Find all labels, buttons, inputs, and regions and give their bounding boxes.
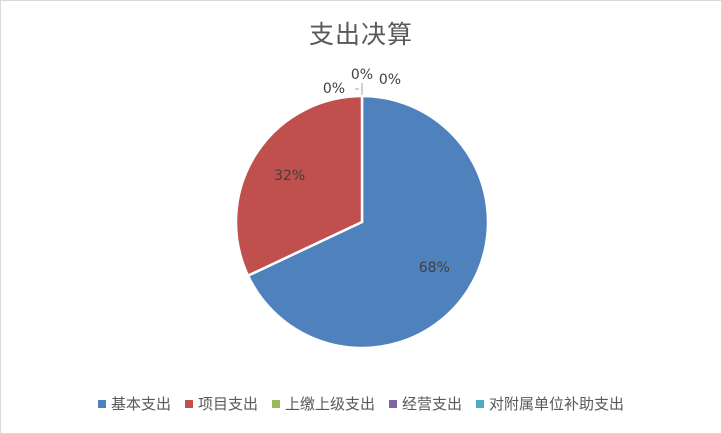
legend-swatch-remit-to-higher (271, 399, 280, 408)
pie-label-project-expenditure: 32% (274, 168, 305, 184)
legend-swatch-project-expenditure (184, 399, 193, 408)
pie-label-operating-expenditure: 0% (351, 67, 373, 83)
pie-slice-project-expenditure (234, 94, 364, 278)
legend-swatch-subsidy-to-affiliates (476, 399, 485, 408)
pie-slices (234, 94, 490, 350)
pie-slice-basic-expenditure (246, 94, 490, 350)
legend-item-project-expenditure: 项目支出 (184, 393, 258, 414)
legend-label-project-expenditure: 项目支出 (197, 395, 258, 413)
legend-label-basic-expenditure: 基本支出 (110, 395, 171, 413)
legend-item-operating-expenditure: 经营支出 (389, 393, 462, 414)
legend-swatch-basic-expenditure (97, 399, 106, 408)
pie-label-basic-expenditure: 68% (419, 260, 450, 276)
chart-title: 支出决算 (308, 20, 413, 49)
legend-item-subsidy-to-affiliates: 对附属单位补助支出 (476, 393, 624, 414)
legend-label-operating-expenditure: 经营支出 (402, 395, 463, 413)
pie-label-subsidy-to-affiliates: 0% (379, 72, 401, 88)
pie-leader-lines (355, 83, 363, 95)
legend-item-basic-expenditure: 基本支出 (97, 393, 171, 414)
pie-label-remit-to-higher: 0% (323, 81, 345, 97)
legend-label-subsidy-to-affiliates: 对附属单位补助支出 (489, 395, 625, 413)
legend: 基本支出 项目支出 上缴上级支出 经营支出 对附属单位补助支出 (1, 393, 721, 414)
legend-label-remit-to-higher: 上缴上级支出 (284, 395, 375, 413)
legend-item-remit-to-higher: 上缴上级支出 (271, 393, 375, 414)
pie-data-labels: 68% 32% 0% 0% 0% (274, 67, 450, 276)
legend-swatch-operating-expenditure (389, 399, 397, 408)
